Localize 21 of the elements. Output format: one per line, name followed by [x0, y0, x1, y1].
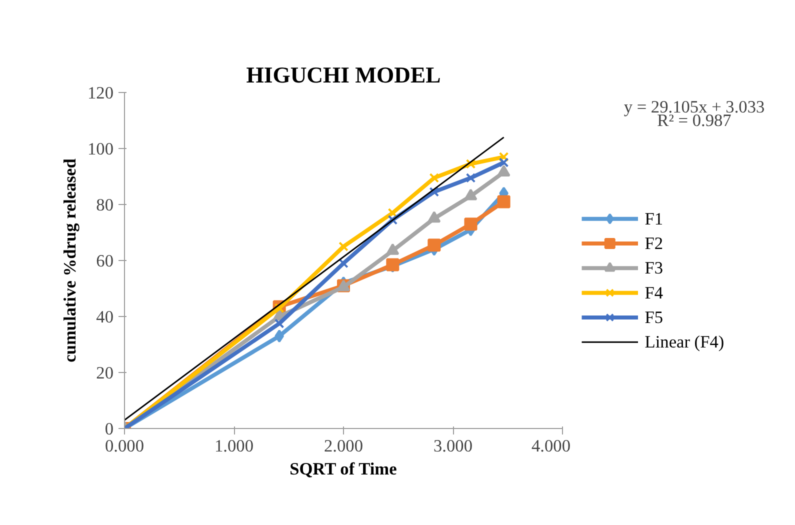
x-tick-label: 1.000	[214, 436, 254, 456]
x-tick-label: 0.000	[105, 436, 144, 456]
legend-label: F2	[644, 234, 664, 253]
x-tick-label: 4.000	[532, 436, 571, 456]
legend-label: F4	[644, 283, 664, 302]
chart-title: HIGUCHI MODEL	[246, 62, 441, 88]
x-axis-title: SQRT of Time	[290, 460, 398, 478]
y-tick-label: 120	[88, 84, 114, 102]
y-tick-label: 40	[96, 308, 114, 326]
legend-label: Linear (F4)	[644, 332, 724, 352]
legend-label: F5	[644, 308, 664, 327]
y-tick-label: 20	[96, 364, 114, 382]
y-tick-label: 0	[104, 420, 114, 438]
y-tick-label: 60	[96, 252, 114, 270]
x-tick-label: 3.000	[434, 436, 473, 456]
y-tick-label: 100	[88, 140, 114, 158]
x-tick-label: 2.000	[324, 436, 364, 456]
y-axis-title: cumulative %drug released	[60, 158, 80, 362]
legend-label: F3	[644, 258, 664, 278]
y-tick-label: 80	[96, 196, 114, 214]
legend-label: F1	[644, 209, 664, 228]
